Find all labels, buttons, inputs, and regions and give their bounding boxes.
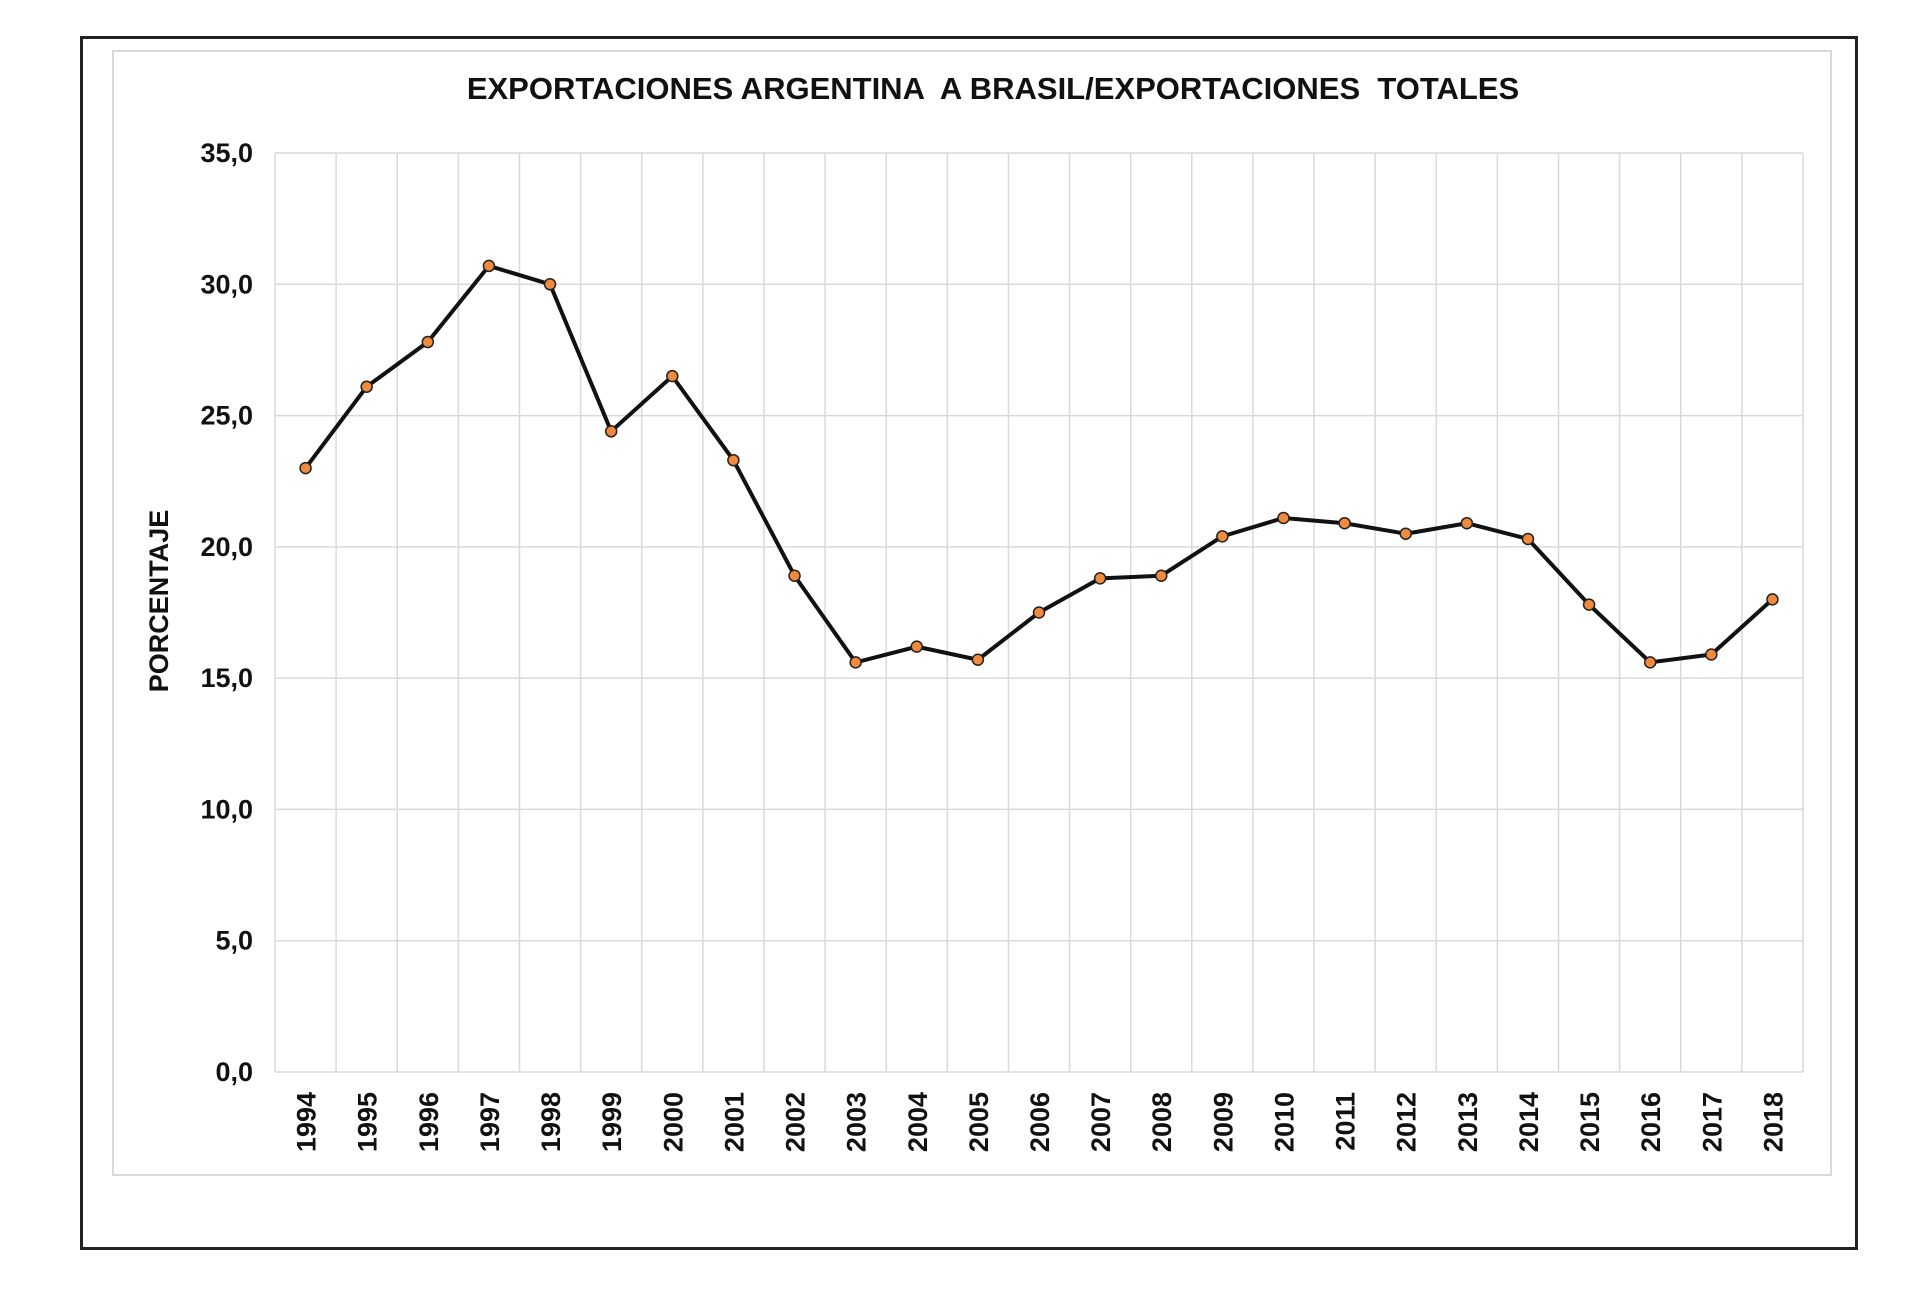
- data-point: [1399, 527, 1412, 540]
- data-point: [1277, 511, 1290, 525]
- data-point: [666, 369, 679, 383]
- data-point: [1521, 532, 1535, 546]
- x-tick-label: 1994: [292, 1092, 322, 1152]
- y-tick-label: 20,0: [200, 532, 253, 562]
- data-point: [1643, 656, 1657, 669]
- data-point: [1766, 593, 1779, 606]
- x-tick-label: 2008: [1147, 1092, 1177, 1152]
- chart-frame: EXPORTACIONES ARGENTINA A BRASIL/EXPORTA…: [80, 36, 1858, 1250]
- x-tick-label: 2000: [658, 1092, 688, 1152]
- x-tick-label: 2003: [842, 1092, 872, 1152]
- y-axis-title: PORCENTAJE: [144, 510, 174, 693]
- data-point: [421, 335, 435, 349]
- data-point: [1216, 530, 1229, 543]
- x-tick-label: 1996: [414, 1092, 444, 1152]
- data-point: [1460, 516, 1474, 530]
- y-tick-label: 10,0: [200, 794, 253, 824]
- x-tick-label: 1995: [353, 1092, 383, 1152]
- gridlines: [274, 152, 1804, 1073]
- chart-area-border: [112, 50, 1832, 1176]
- data-point: [1093, 572, 1107, 585]
- x-tick-label: 2007: [1086, 1092, 1116, 1152]
- x-tick-label: 2013: [1453, 1092, 1483, 1152]
- y-tick-label: 35,0: [200, 138, 253, 168]
- y-tick-label: 5,0: [215, 926, 253, 956]
- x-tick-label: 2004: [903, 1092, 933, 1152]
- data-point: [1032, 606, 1046, 619]
- line-chart: EXPORTACIONES ARGENTINA A BRASIL/EXPORTA…: [112, 50, 1832, 1176]
- x-tick-label: 2015: [1575, 1092, 1605, 1152]
- data-point: [1582, 598, 1596, 611]
- data-point: [604, 425, 618, 438]
- x-tick-label: 1998: [536, 1092, 566, 1152]
- x-tick-label: 2001: [719, 1092, 749, 1152]
- x-tick-label: 1997: [475, 1092, 505, 1152]
- data-point: [788, 569, 801, 582]
- x-tick-label: 2014: [1514, 1092, 1544, 1152]
- data-point: [727, 453, 740, 467]
- y-tick-label: 0,0: [215, 1057, 253, 1087]
- y-tick-label: 30,0: [200, 269, 253, 299]
- y-tick-label: 15,0: [200, 663, 253, 693]
- x-tick-label: 2005: [964, 1092, 994, 1152]
- x-tick-label: 1999: [597, 1092, 627, 1152]
- x-tick-label: 2017: [1697, 1092, 1727, 1152]
- data-point: [1338, 516, 1351, 530]
- y-tick-label: 25,0: [200, 401, 253, 431]
- data-point: [971, 653, 985, 667]
- x-tick-label: 2016: [1636, 1092, 1666, 1152]
- data-point: [299, 461, 312, 475]
- data-point: [849, 656, 862, 669]
- x-tick-label: 2018: [1758, 1092, 1788, 1152]
- series-layer: [299, 259, 1779, 669]
- data-point: [482, 259, 496, 273]
- data-point: [1154, 569, 1168, 582]
- x-tick-label: 2002: [781, 1092, 811, 1152]
- x-tick-label: 2012: [1392, 1092, 1422, 1152]
- x-tick-label: 2009: [1208, 1092, 1238, 1152]
- x-axis-ticks: 1994 1995 1996 1997 1998 1999 2000 2001 2002 2003…: [292, 1092, 1789, 1152]
- data-point: [543, 278, 557, 291]
- chart-title: EXPORTACIONES ARGENTINA A BRASIL/EXPORTA…: [467, 71, 1519, 106]
- x-tick-label: 2006: [1025, 1092, 1055, 1152]
- data-point: [360, 380, 373, 393]
- data-point: [910, 640, 924, 653]
- x-tick-label: 2011: [1331, 1092, 1361, 1151]
- y-axis-ticks: 0,0 5,0 10,0 15,0 20,0 25,0 30,0 35,0: [200, 138, 253, 1087]
- data-point: [1705, 648, 1718, 661]
- x-tick-label: 2010: [1269, 1092, 1299, 1152]
